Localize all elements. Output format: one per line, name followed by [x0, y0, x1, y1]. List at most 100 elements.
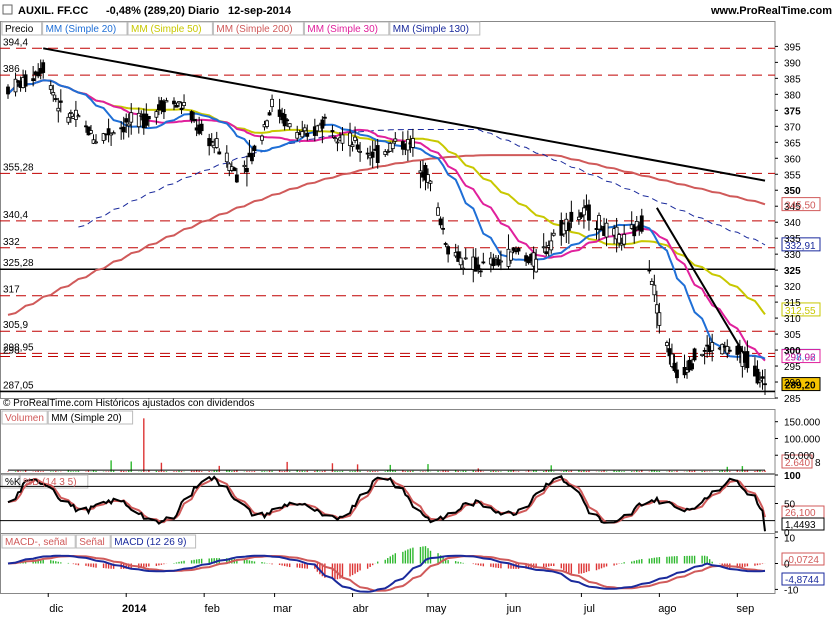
candle-body: [710, 342, 715, 351]
candle-body: [534, 258, 539, 273]
source-footer: © ProRealTime.com Históricos ajustados c…: [3, 398, 255, 409]
candle-body: [76, 115, 81, 118]
candle-body: [121, 126, 126, 133]
price-tick-label: 385: [784, 74, 801, 85]
price-tick-label: 305: [784, 330, 801, 341]
price-tick-label: 355: [784, 170, 801, 181]
volume-tick-label: 100.000: [784, 434, 821, 445]
candle-body: [647, 269, 652, 272]
candle-body: [234, 174, 239, 183]
macd-signal-line: [7, 554, 766, 592]
candle-body: [428, 180, 433, 184]
candle-body: [6, 86, 10, 95]
price-tag-label: 298,02: [785, 352, 816, 363]
legend-item-3: MM (Simple 200): [216, 24, 292, 35]
legend-item-5: MM (Simple 130): [393, 24, 469, 35]
legend-item-2: MM (Simple 50): [131, 24, 202, 35]
candle-body: [320, 119, 325, 129]
candle-body: [652, 284, 657, 296]
price-tag-label: 345,50: [785, 201, 816, 212]
legend-item-1: MM (Simple 20): [46, 24, 117, 35]
price-tick-label: 325: [784, 266, 801, 277]
price-tag: [781, 349, 821, 364]
price-tick-label: 360: [784, 154, 801, 165]
candle-body: [189, 111, 194, 121]
candle-body: [348, 132, 352, 147]
macd-tick-label: 0: [784, 560, 790, 571]
legend-box: [1, 21, 43, 36]
price-tick-label: 330: [784, 250, 801, 261]
candle-body: [358, 150, 362, 153]
candle-body: [217, 151, 222, 155]
candle-body: [353, 136, 357, 141]
level-label: 394,4: [3, 37, 28, 48]
price-tick-label: 310: [784, 314, 801, 325]
candle-body: [685, 369, 689, 373]
price-tag: [781, 237, 821, 252]
period-label: Diario: [188, 5, 219, 17]
candle-body: [569, 211, 574, 222]
level-label: 332: [3, 237, 20, 248]
candle-body: [136, 112, 141, 128]
trendline-0: [43, 47, 766, 182]
candle-body: [418, 170, 423, 174]
stoch-legend-0: %K: [5, 477, 21, 488]
candle-body: [126, 123, 131, 127]
candle-body: [58, 100, 63, 103]
candle-body: [383, 151, 388, 155]
candle-body: [720, 343, 725, 355]
candle-body: [177, 101, 181, 104]
candle-body: [582, 207, 586, 216]
macd-legend-box: [1, 534, 76, 549]
candle-body: [725, 346, 730, 354]
macd-tag-macd: [781, 572, 825, 586]
candle-body: [285, 119, 290, 122]
macd-legend-2: MACD (12 26 9): [114, 537, 186, 548]
macd-legend-1: Señal: [79, 537, 105, 548]
candle-body: [375, 145, 380, 163]
candle-body: [23, 74, 28, 87]
candle-body: [68, 112, 73, 114]
x-tick-label: mar: [273, 603, 292, 615]
legend-box: [212, 21, 304, 36]
candle-body: [405, 139, 410, 151]
level-label: 298,95: [3, 342, 34, 353]
macd-tag-macd-label: -4,8744: [785, 575, 819, 586]
x-tick-label: abr: [353, 603, 369, 615]
candle-body: [654, 304, 659, 314]
price-tag: [781, 197, 821, 212]
x-tick-label: jun: [506, 603, 522, 615]
ticker-label: AUXIL. FF.CC: [18, 5, 88, 17]
volume-panel: [0, 409, 776, 475]
candle-body: [355, 144, 360, 150]
x-tick-label: jul: [583, 603, 595, 615]
candle-body: [350, 144, 355, 147]
candle-body: [267, 112, 272, 116]
level-label: 298: [3, 345, 20, 356]
stoch-k-line: [7, 475, 766, 532]
candle-body: [438, 218, 443, 226]
legend-box: [389, 21, 481, 36]
candle-body: [144, 113, 149, 126]
price-tick-label: 340: [784, 218, 801, 229]
candle-body: [516, 248, 521, 252]
date-label: 12-sep-2014: [228, 5, 292, 17]
legend-item-0: Precio: [5, 24, 34, 35]
candle-body: [705, 344, 710, 347]
price-tick-label: 345: [784, 202, 801, 213]
macd-legend-box: [75, 534, 111, 549]
price-tag: [781, 302, 821, 317]
candle-body: [576, 216, 581, 220]
candle-body: [300, 131, 305, 138]
price-tag-label: 312,55: [785, 306, 816, 317]
price-tick-label: 390: [784, 58, 801, 69]
candle-body: [481, 261, 486, 264]
candle-body: [106, 128, 111, 136]
candle-body: [129, 112, 134, 123]
macd-line: [7, 554, 766, 593]
price-tick-label: 320: [784, 282, 801, 293]
volume-tag-label: 2.640: [785, 458, 810, 469]
stoch-tag-k: [781, 517, 825, 531]
candle-body: [182, 102, 186, 106]
candle-body: [245, 167, 249, 173]
